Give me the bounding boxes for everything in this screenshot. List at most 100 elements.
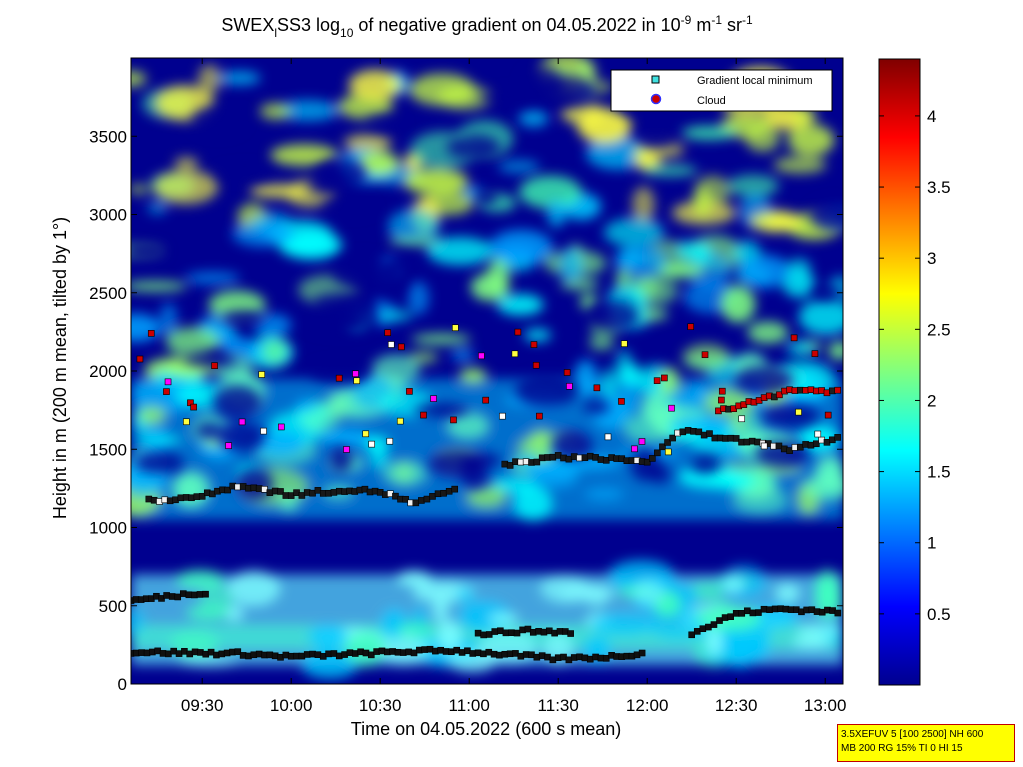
marker <box>718 387 726 395</box>
marker <box>258 371 266 378</box>
marker <box>450 416 457 424</box>
marker <box>198 493 206 500</box>
marker <box>638 649 646 657</box>
marker <box>482 396 490 404</box>
colorbar-tick-label: 1.5 <box>927 463 951 482</box>
marker <box>183 418 190 426</box>
marker <box>738 610 746 617</box>
marker <box>721 614 729 621</box>
x-axis: 09:30 10:00 10:30 11:00 11:30 12:00 12:30 13:00 <box>181 58 847 715</box>
marker <box>485 631 493 638</box>
marker <box>706 430 713 437</box>
marker <box>732 435 740 442</box>
marker <box>563 369 571 376</box>
y-axis: 0 500 1000 1500 2000 2500 3000 3500 <box>89 127 843 694</box>
marker <box>386 437 394 445</box>
marker <box>147 330 155 337</box>
marker <box>163 592 170 599</box>
marker <box>604 433 612 441</box>
marker <box>362 430 370 438</box>
marker <box>659 443 666 451</box>
marker <box>352 370 359 378</box>
info-line-2: MB 200 RG 15% TI 0 HI 15 <box>841 743 963 754</box>
cloud-band <box>715 386 841 415</box>
legend-cloud-marker <box>650 93 662 105</box>
marker <box>732 610 740 617</box>
x-tick-label: 11:30 <box>538 696 579 715</box>
marker <box>716 617 723 624</box>
colorbar-tick-label: 3 <box>927 249 936 268</box>
marker <box>225 442 232 449</box>
colorbar-tick-label: 0.5 <box>927 605 951 624</box>
marker <box>434 490 442 498</box>
marker <box>277 423 285 431</box>
marker <box>701 351 709 359</box>
marker <box>618 398 625 405</box>
y-tick-label: 3000 <box>89 206 127 225</box>
x-tick-label: 12:30 <box>715 696 758 715</box>
marker <box>190 403 197 411</box>
marker <box>643 458 651 466</box>
marker <box>384 329 392 337</box>
marker <box>744 607 751 615</box>
marker <box>530 341 538 348</box>
marker <box>396 417 404 425</box>
marker <box>738 415 746 423</box>
marker <box>238 418 246 426</box>
y-tick-label: 1500 <box>89 440 127 459</box>
marker <box>164 378 172 386</box>
marker <box>420 411 427 419</box>
marker <box>398 343 405 351</box>
marker <box>811 350 819 357</box>
marker <box>669 434 676 442</box>
marker <box>440 489 447 497</box>
marker <box>776 391 783 399</box>
marker <box>511 350 519 358</box>
colorbar-tick-label: 1 <box>927 534 936 553</box>
marker <box>502 629 510 637</box>
marker <box>664 439 671 446</box>
marker <box>834 386 841 394</box>
marker <box>387 341 395 348</box>
marker <box>693 628 701 635</box>
x-tick-label: 10:30 <box>359 696 402 715</box>
x-tick-label: 09:30 <box>181 696 224 715</box>
marker <box>727 613 734 621</box>
marker <box>277 488 284 495</box>
marker <box>491 628 499 635</box>
marker <box>760 442 768 450</box>
marker <box>196 591 204 598</box>
marker <box>497 627 504 635</box>
marker <box>664 448 672 456</box>
marker <box>185 591 193 599</box>
marker <box>260 427 267 435</box>
marker <box>533 458 541 466</box>
marker <box>812 440 820 448</box>
gradient-min-low-layer <box>131 645 646 664</box>
legend-gradient-min-label: Gradient local minimum <box>697 75 813 87</box>
marker <box>136 355 144 363</box>
marker <box>506 462 514 469</box>
marker <box>261 485 268 493</box>
colorbar-tick-label: 3.5 <box>927 178 951 197</box>
y-tick-label: 3500 <box>89 127 127 146</box>
x-tick-label: 13:00 <box>804 696 847 715</box>
marker <box>412 499 420 507</box>
marker <box>566 383 573 390</box>
marker <box>699 625 707 633</box>
marker <box>429 493 436 500</box>
marker <box>760 605 768 613</box>
marker <box>480 631 487 639</box>
marker <box>834 434 841 441</box>
marker <box>687 323 694 331</box>
marker <box>174 593 182 601</box>
y-axis-label: Height in m (200 m mean, tilted by 1°) <box>50 217 70 519</box>
marker <box>191 591 198 599</box>
legend-gradient-min-marker <box>651 75 660 84</box>
marker <box>705 623 712 631</box>
colorbar-gradient <box>878 58 921 686</box>
marker <box>593 384 601 392</box>
marker <box>755 609 762 616</box>
legend: Gradient local minimum Cloud <box>610 69 833 112</box>
